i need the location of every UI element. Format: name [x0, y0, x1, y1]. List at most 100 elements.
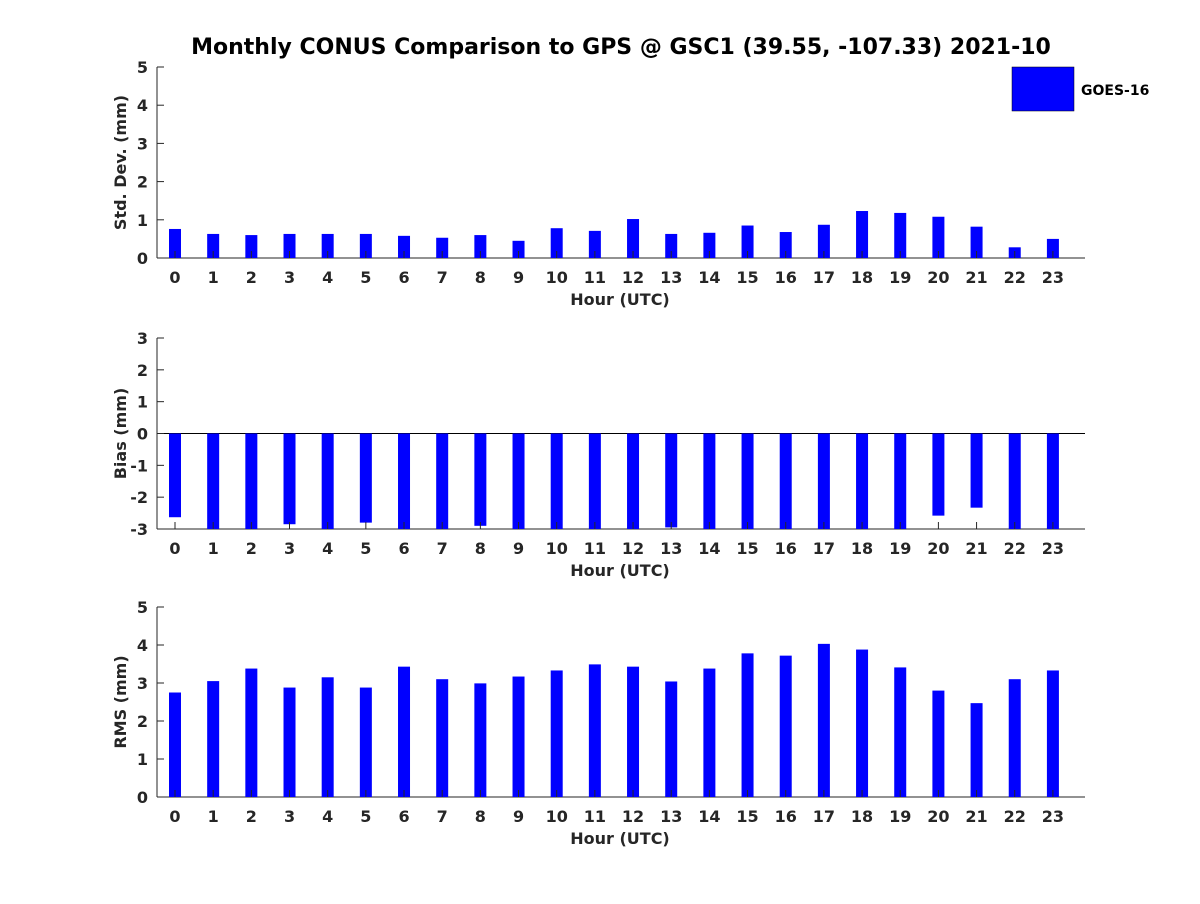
bias-x-tick-label: 4 — [322, 539, 333, 558]
std-x-tick-label: 20 — [927, 268, 949, 287]
std-y-tick-label: 4 — [137, 96, 148, 115]
rms-x-tick-label: 16 — [775, 807, 797, 826]
chart-title: Monthly CONUS Comparison to GPS @ GSC1 (… — [191, 35, 1051, 60]
rms-bar — [359, 687, 372, 797]
std-y-tick-label: 0 — [137, 249, 148, 268]
bias-x-tick-label: 11 — [584, 539, 606, 558]
bias-x-tick-label: 10 — [546, 539, 568, 558]
rms-x-tick-label: 8 — [475, 807, 486, 826]
std-y-tick-label: 5 — [137, 58, 148, 77]
bias-bar — [245, 433, 258, 529]
bias-x-tick-label: 14 — [698, 539, 720, 558]
bias-y-tick-label: 0 — [137, 425, 148, 444]
rms-x-tick-label: 7 — [437, 807, 448, 826]
std-bar — [436, 237, 449, 258]
std-bar — [321, 233, 334, 258]
rms-bar — [169, 692, 181, 797]
std-bar — [932, 216, 945, 258]
rms-x-tick-label: 11 — [584, 807, 606, 826]
bias-bar — [169, 433, 181, 518]
rms-x-tick-label: 14 — [698, 807, 720, 826]
rms-bar — [588, 664, 601, 797]
bias-x-tick-label: 0 — [169, 539, 180, 558]
std-x-tick-label: 15 — [736, 268, 758, 287]
legend-label: GOES-16 — [1081, 83, 1149, 99]
rms-bar — [856, 649, 869, 797]
std-bar — [703, 232, 716, 258]
rms-x-tick-label: 18 — [851, 807, 873, 826]
rms-x-tick-label: 6 — [398, 807, 409, 826]
rms-x-tick-label: 1 — [208, 807, 219, 826]
rms-y-axis-label: RMS (mm) — [111, 655, 130, 748]
bias-y-tick-label: 2 — [137, 361, 148, 380]
std-bar — [779, 232, 792, 258]
rms-bar — [512, 676, 525, 797]
bias-x-tick-label: 9 — [513, 539, 524, 558]
bias-x-tick-label: 13 — [660, 539, 682, 558]
bias-bar — [550, 433, 563, 529]
std-x-tick-label: 22 — [1004, 268, 1026, 287]
std-x-tick-label: 12 — [622, 268, 644, 287]
rms-bar — [627, 666, 640, 797]
bias-x-tick-label: 22 — [1004, 539, 1026, 558]
bias-bar — [970, 433, 983, 508]
rms-bar — [817, 643, 830, 797]
std-x-tick-label: 13 — [660, 268, 682, 287]
bias-bar — [283, 433, 296, 525]
rms-x-tick-label: 23 — [1042, 807, 1064, 826]
std-x-tick-label: 18 — [851, 268, 873, 287]
std-bar — [588, 230, 601, 258]
rms-bar — [436, 679, 449, 797]
bias-x-tick-label: 7 — [437, 539, 448, 558]
bias-bar — [588, 433, 601, 529]
bias-bar — [627, 433, 640, 529]
bias-x-tick-label: 2 — [246, 539, 257, 558]
rms-x-tick-label: 15 — [736, 807, 758, 826]
std-x-tick-label: 10 — [546, 268, 568, 287]
rms-x-tick-label: 2 — [246, 807, 257, 826]
std-x-tick-label: 19 — [889, 268, 911, 287]
rms-bar — [703, 668, 716, 797]
rms-bar — [207, 681, 220, 797]
bias-y-tick-label: -3 — [130, 520, 148, 539]
rms-x-tick-label: 22 — [1004, 807, 1026, 826]
rms-bar — [398, 666, 411, 797]
std-x-tick-label: 7 — [437, 268, 448, 287]
rms-bar — [550, 670, 563, 797]
bias-x-tick-label: 1 — [208, 539, 219, 558]
std-bar — [627, 219, 640, 258]
bias-bar — [436, 433, 449, 529]
bias-bar — [741, 433, 754, 529]
bias-bar — [703, 433, 716, 529]
rms-x-tick-label: 3 — [284, 807, 295, 826]
rms-y-tick-label: 2 — [137, 712, 148, 731]
std-bar — [283, 233, 296, 258]
bias-x-tick-label: 5 — [360, 539, 371, 558]
std-bar — [169, 228, 181, 258]
bias-bar — [817, 433, 830, 529]
bias-bar — [932, 433, 945, 516]
std-y-axis-label: Std. Dev. (mm) — [111, 95, 130, 230]
bias-x-tick-label: 17 — [813, 539, 835, 558]
bias-x-tick-label: 12 — [622, 539, 644, 558]
bias-y-tick-label: 1 — [137, 393, 148, 412]
std-bar — [398, 235, 411, 258]
std-bar — [512, 240, 525, 258]
bias-x-tick-label: 16 — [775, 539, 797, 558]
std-y-tick-label: 1 — [137, 211, 148, 230]
rms-y-tick-label: 5 — [137, 598, 148, 617]
bias-bar — [398, 433, 411, 529]
bias-bar — [321, 433, 334, 529]
rms-bar — [932, 690, 945, 797]
std-x-tick-label: 3 — [284, 268, 295, 287]
legend: GOES-16 — [1011, 66, 1149, 112]
rms-bar — [665, 681, 678, 797]
std-bar — [245, 235, 258, 258]
std-bar — [970, 226, 983, 258]
rms-bar — [894, 667, 907, 797]
bias-bar — [779, 433, 792, 529]
bias-bar — [1046, 433, 1059, 529]
